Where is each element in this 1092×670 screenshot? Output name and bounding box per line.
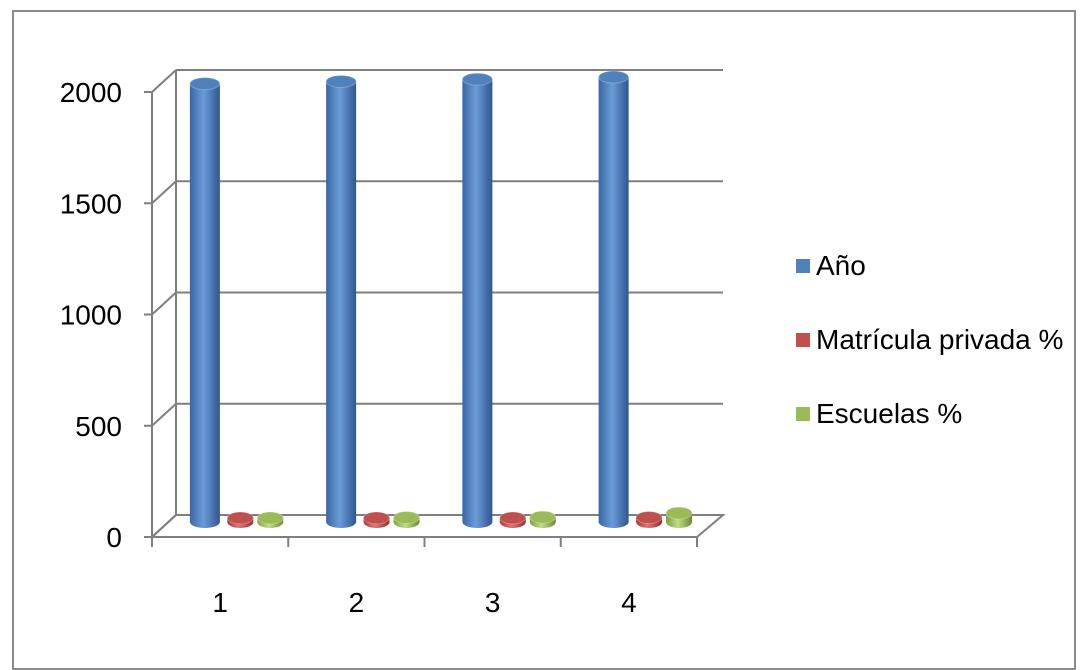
bar-escuelas--4 xyxy=(665,506,693,528)
bar-top xyxy=(598,70,630,84)
bar-top xyxy=(665,506,693,520)
axes xyxy=(144,70,726,547)
gridline-side-500 xyxy=(151,403,177,427)
chart-floor xyxy=(149,514,726,538)
bar-top xyxy=(226,511,254,525)
bar-a-o-2 xyxy=(325,74,357,528)
legend-swatch-ano xyxy=(796,259,810,273)
bar-top xyxy=(461,72,493,86)
bar-top xyxy=(189,77,221,91)
bar-top xyxy=(393,511,421,525)
y-tick-label-2000: 2000 xyxy=(60,77,122,108)
gridlines xyxy=(151,69,723,538)
legend-item-matricula: Matrícula privada % xyxy=(796,324,1063,356)
bar-top xyxy=(635,511,663,525)
y-tick-label-1500: 1500 xyxy=(60,188,122,219)
x-tick-label-4: 4 xyxy=(621,587,637,618)
bar-a-o-3 xyxy=(461,72,493,528)
bar-matr-cula-privada--2 xyxy=(363,511,391,528)
legend-label-matricula: Matrícula privada % xyxy=(816,324,1064,355)
gridline-side-1000 xyxy=(151,291,177,316)
gridline-side-1500 xyxy=(151,180,177,204)
gridline-side-2000 xyxy=(151,69,177,93)
legend: Año Matrícula privada % Escuelas % xyxy=(796,250,1063,472)
bar-top xyxy=(256,511,284,525)
bar-body xyxy=(189,83,220,529)
x-tick-label-1: 1 xyxy=(212,587,228,618)
tick-labels: 0 500 1000 1500 2000 1 2 3 4 xyxy=(60,77,637,618)
bar-matr-cula-privada--3 xyxy=(499,511,527,528)
bar-body xyxy=(462,79,493,528)
bars xyxy=(189,70,693,529)
bar-matr-cula-privada--4 xyxy=(635,511,663,528)
x-tick-label-2: 2 xyxy=(349,587,365,618)
bar-top xyxy=(363,511,391,525)
bar-top xyxy=(529,510,557,524)
legend-label-ano: Año xyxy=(816,250,866,281)
legend-label-escuelas: Escuelas % xyxy=(816,398,963,429)
x-tick-label-3: 3 xyxy=(485,587,501,618)
legend-swatch-escuelas xyxy=(796,407,810,421)
bar-escuelas--2 xyxy=(393,511,421,528)
bar-body xyxy=(326,81,357,528)
legend-item-escuelas: Escuelas % xyxy=(796,398,1063,430)
bar-a-o-4 xyxy=(598,70,630,528)
y-tick-label-500: 500 xyxy=(75,411,122,442)
legend-item-ano: Año xyxy=(796,250,1063,282)
bar-escuelas--1 xyxy=(256,511,284,528)
bar-top xyxy=(325,74,357,88)
bar-body xyxy=(598,77,629,528)
legend-swatch-matricula xyxy=(796,333,810,347)
y-tick-label-0: 0 xyxy=(106,522,122,553)
y-tick-label-1000: 1000 xyxy=(60,300,122,331)
bar-matr-cula-privada--1 xyxy=(226,511,254,528)
bar-a-o-1 xyxy=(189,77,221,529)
bar-top xyxy=(499,511,527,525)
bar-escuelas--3 xyxy=(529,510,557,528)
